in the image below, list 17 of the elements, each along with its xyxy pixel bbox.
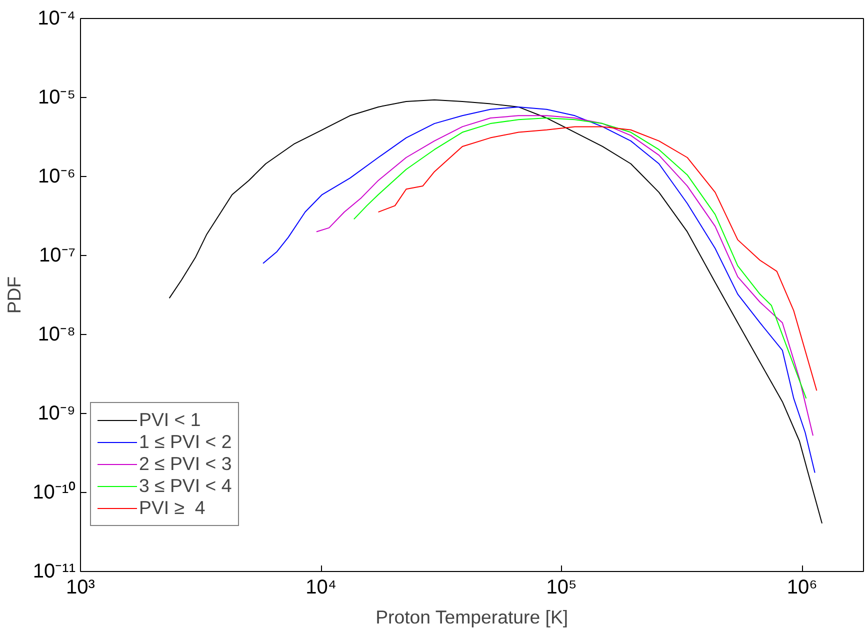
legend-label: 1 ≤ PVI < 2: [139, 431, 232, 453]
legend-label: PVI ≥ 4: [139, 497, 206, 519]
y-tick-label: 10⁻⁹: [38, 402, 76, 424]
y-axis-title: PDF: [4, 276, 25, 314]
x-tick-label: 10⁴: [306, 576, 336, 598]
y-tick-label: 10⁻⁸: [38, 324, 76, 346]
legend-label: 3 ≤ PVI < 4: [139, 475, 232, 497]
y-tick-label: 10⁻⁴: [38, 8, 76, 30]
x-tick-label: 10⁶: [786, 576, 818, 598]
x-tick-label: 10⁵: [546, 576, 577, 598]
y-tick-label: 10⁻¹⁰: [32, 480, 76, 504]
y-tick-label: 10⁻⁷: [39, 244, 76, 266]
x-axis-title: Proton Temperature [K]: [376, 606, 568, 628]
y-tick-label: 10⁻⁵: [38, 86, 76, 108]
legend-label: 2 ≤ PVI < 3: [139, 453, 232, 475]
legend-label: PVI < 1: [139, 409, 201, 431]
y-tick-label: 10⁻⁶: [38, 166, 76, 188]
